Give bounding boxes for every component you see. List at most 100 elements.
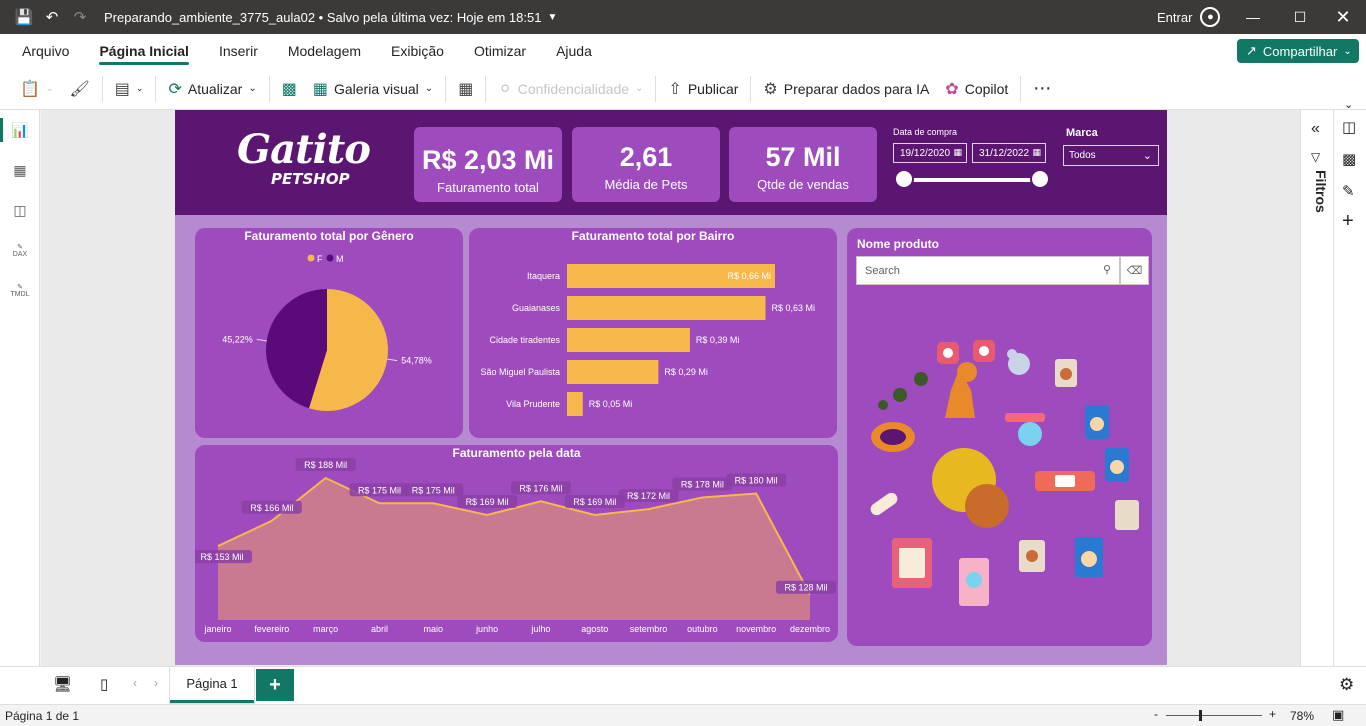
zoom-slider-thumb[interactable] [1199,710,1202,721]
tmdl-view-icon[interactable]: ✎ TMDL [10,280,30,300]
refresh-button[interactable]: ⟳ Atualizar ⌄ [160,73,264,105]
bar-chart[interactable]: Itaquera R$ 0,66 Mi Guaianases R$ 0,63 Mi Ci… [469,228,837,438]
report-view-icon[interactable]: 📊 [0,118,30,142]
save-icon[interactable]: 💾 [14,9,34,26]
calendar-icon[interactable]: ▦ [953,147,962,157]
date-start-input[interactable]: 19/12/2020 ▦ [893,143,967,163]
product-panel[interactable]: Nome produto Search ⚲ ⌫ [847,228,1152,646]
share-button[interactable]: ↗ Compartilhar ⌄ [1237,39,1359,63]
date-end-input[interactable]: 31/12/2022 ▦ [972,143,1046,163]
eraser-icon[interactable]: ⌫ [1120,256,1149,285]
menu-arquivo[interactable]: Arquivo [22,43,70,59]
document-title[interactable]: Preparando_ambiente_3775_aula02 • Salvo … [104,10,557,25]
kpi-card-qtde-vendas[interactable]: 57 Mil Qtde de vendas [729,127,877,202]
table-view-icon[interactable]: ▦ [13,161,27,178]
desktop-layout-icon[interactable]: 🖥 [53,676,73,693]
bar-chart-icon: ▦ [312,80,328,98]
area-panel[interactable]: Faturamento pela data janeiro fevereiro ma… [195,445,838,642]
calendar-icon[interactable]: ▦ [1032,147,1041,157]
paste-button[interactable]: 📋 ⌄ [12,73,61,105]
clipboard-icon: 📋 [20,80,40,98]
bar-1[interactable] [567,296,766,320]
prev-page-icon[interactable]: ‹ [133,676,137,690]
model-view-icon[interactable]: ◫ [13,201,27,218]
mobile-layout-icon[interactable]: ▯ [100,676,109,693]
date-range-start-handle[interactable] [894,169,914,189]
minimize-icon[interactable]: — [1246,9,1260,25]
x-tick-label: setembro [630,624,668,634]
date-end-value: 31/12/2022 [979,147,1030,159]
pie-leader-line [387,358,398,362]
zoom-slider[interactable] [1166,715,1262,716]
add-page-button[interactable]: + [256,669,294,701]
prepare-ai-button[interactable]: ⚙ Preparar dados para IA [755,73,937,105]
visual-gallery-button[interactable]: ▦ Galeria visual ⌄ [305,73,441,105]
bar-panel[interactable]: Faturamento total por Bairro Itaquera R$ … [469,228,837,438]
kpi-card-media-pets[interactable]: 2,61 Média de Pets [572,127,720,202]
ribbon: 📋 ⌄ 🖌 ▤ ⌄ ⟳ Atualizar ⌄ ▩ ▦ Galeria visual ⌄ ▦… [0,68,1366,111]
pie-slice-f[interactable] [308,289,389,411]
menu-exibicao[interactable]: Exibição [391,43,444,59]
product-slicer-title: Nome produto [857,237,939,251]
chevron-down-icon: ▼ [547,11,558,23]
fit-page-icon[interactable]: ▣ [1332,707,1345,722]
date-range-end-handle[interactable] [1030,169,1050,189]
area-label-bg [403,483,464,497]
pie-panel[interactable]: Faturamento total por Gênero F M 54,78% 4… [195,228,463,438]
area-data-label: R$ 175 Mil [358,485,401,495]
visualizations-pane-icon[interactable]: ▩ [1342,151,1357,168]
data-pane-icon[interactable]: ◫ [1342,119,1357,136]
dax-view-icon[interactable]: ✎ DAX [10,240,30,260]
format-painter-button[interactable]: 🖌 [61,73,97,105]
new-visual-button[interactable]: ▩ [274,73,305,105]
publish-button[interactable]: ⇧ Publicar [660,73,746,105]
undo-icon[interactable]: ↶ [45,9,59,26]
gatito-logo: Gatito PETSHOP [237,130,371,200]
area-chart[interactable]: janeiro fevereiro março abril maio junho julho… [195,445,838,642]
publish-icon: ⇧ [668,80,682,98]
menu-ajuda[interactable]: Ajuda [556,43,592,59]
add-pane-icon[interactable]: + [1342,210,1354,232]
settings-icon[interactable]: ⚙ [1339,675,1355,694]
kpi-card-faturamento[interactable]: R$ 2,03 Mi Faturamento total [414,127,562,202]
bar-0[interactable] [567,264,775,288]
bar-2[interactable] [567,328,690,352]
area-line[interactable] [217,476,811,596]
page-tab-1[interactable]: Página 1 [170,667,254,703]
ribbon-collapse-icon[interactable]: ⌄ [1344,98,1354,111]
menu-otimizar[interactable]: Otimizar [473,43,527,59]
pie-chart[interactable]: F M 54,78% 45,22% [195,228,463,438]
collapse-filters-icon[interactable]: « [1311,120,1320,137]
marca-dropdown[interactable]: Todos ⌄ [1063,145,1159,166]
menu-pagina-inicial[interactable]: Página Inicial [99,34,190,68]
redo-icon[interactable]: ↷ [73,9,87,26]
marca-slicer-label: Marca [1066,127,1098,139]
copilot-button[interactable]: ✿ Copilot [937,73,1016,105]
bar-3[interactable] [567,360,659,384]
calculator-button[interactable]: ▦ [450,73,481,105]
menu-inserir[interactable]: Inserir [218,43,258,59]
report-page: Gatito PETSHOP R$ 2,03 Mi Faturamento to… [175,110,1167,665]
search-input[interactable]: Search ⚲ [856,256,1120,285]
zoom-in-icon[interactable]: + [1269,707,1277,721]
bar-4[interactable] [567,392,583,416]
pet-products-illustration [870,340,1139,606]
date-range-track[interactable] [904,178,1041,182]
close-icon[interactable]: ✕ [1335,6,1351,27]
pane-switcher: ◫ ▩ ✎ + [1333,110,1366,666]
pie-slice-m[interactable] [266,289,327,409]
maximize-icon[interactable]: ☐ [1293,8,1307,25]
ribbon-separator [445,75,447,102]
ribbon-separator [485,75,487,102]
next-page-icon[interactable]: › [154,676,158,690]
data-button[interactable]: ▤ ⌄ [107,73,152,105]
menu-modelagem[interactable]: Modelagem [287,43,362,59]
sign-in-button[interactable]: Entrar ● [1157,0,1221,34]
format-pane-icon[interactable]: ✎ [1342,183,1355,200]
sensitivity-icon: ⚪ [498,80,512,98]
date-start-value: 19/12/2020 [900,147,951,159]
more-options-button[interactable]: ⋯ [1025,73,1059,105]
filter-pane[interactable]: « ▽ Filtros [1300,110,1333,666]
zoom-out-icon[interactable]: - [1154,707,1158,721]
filters-label[interactable]: Filtros [1313,170,1329,213]
